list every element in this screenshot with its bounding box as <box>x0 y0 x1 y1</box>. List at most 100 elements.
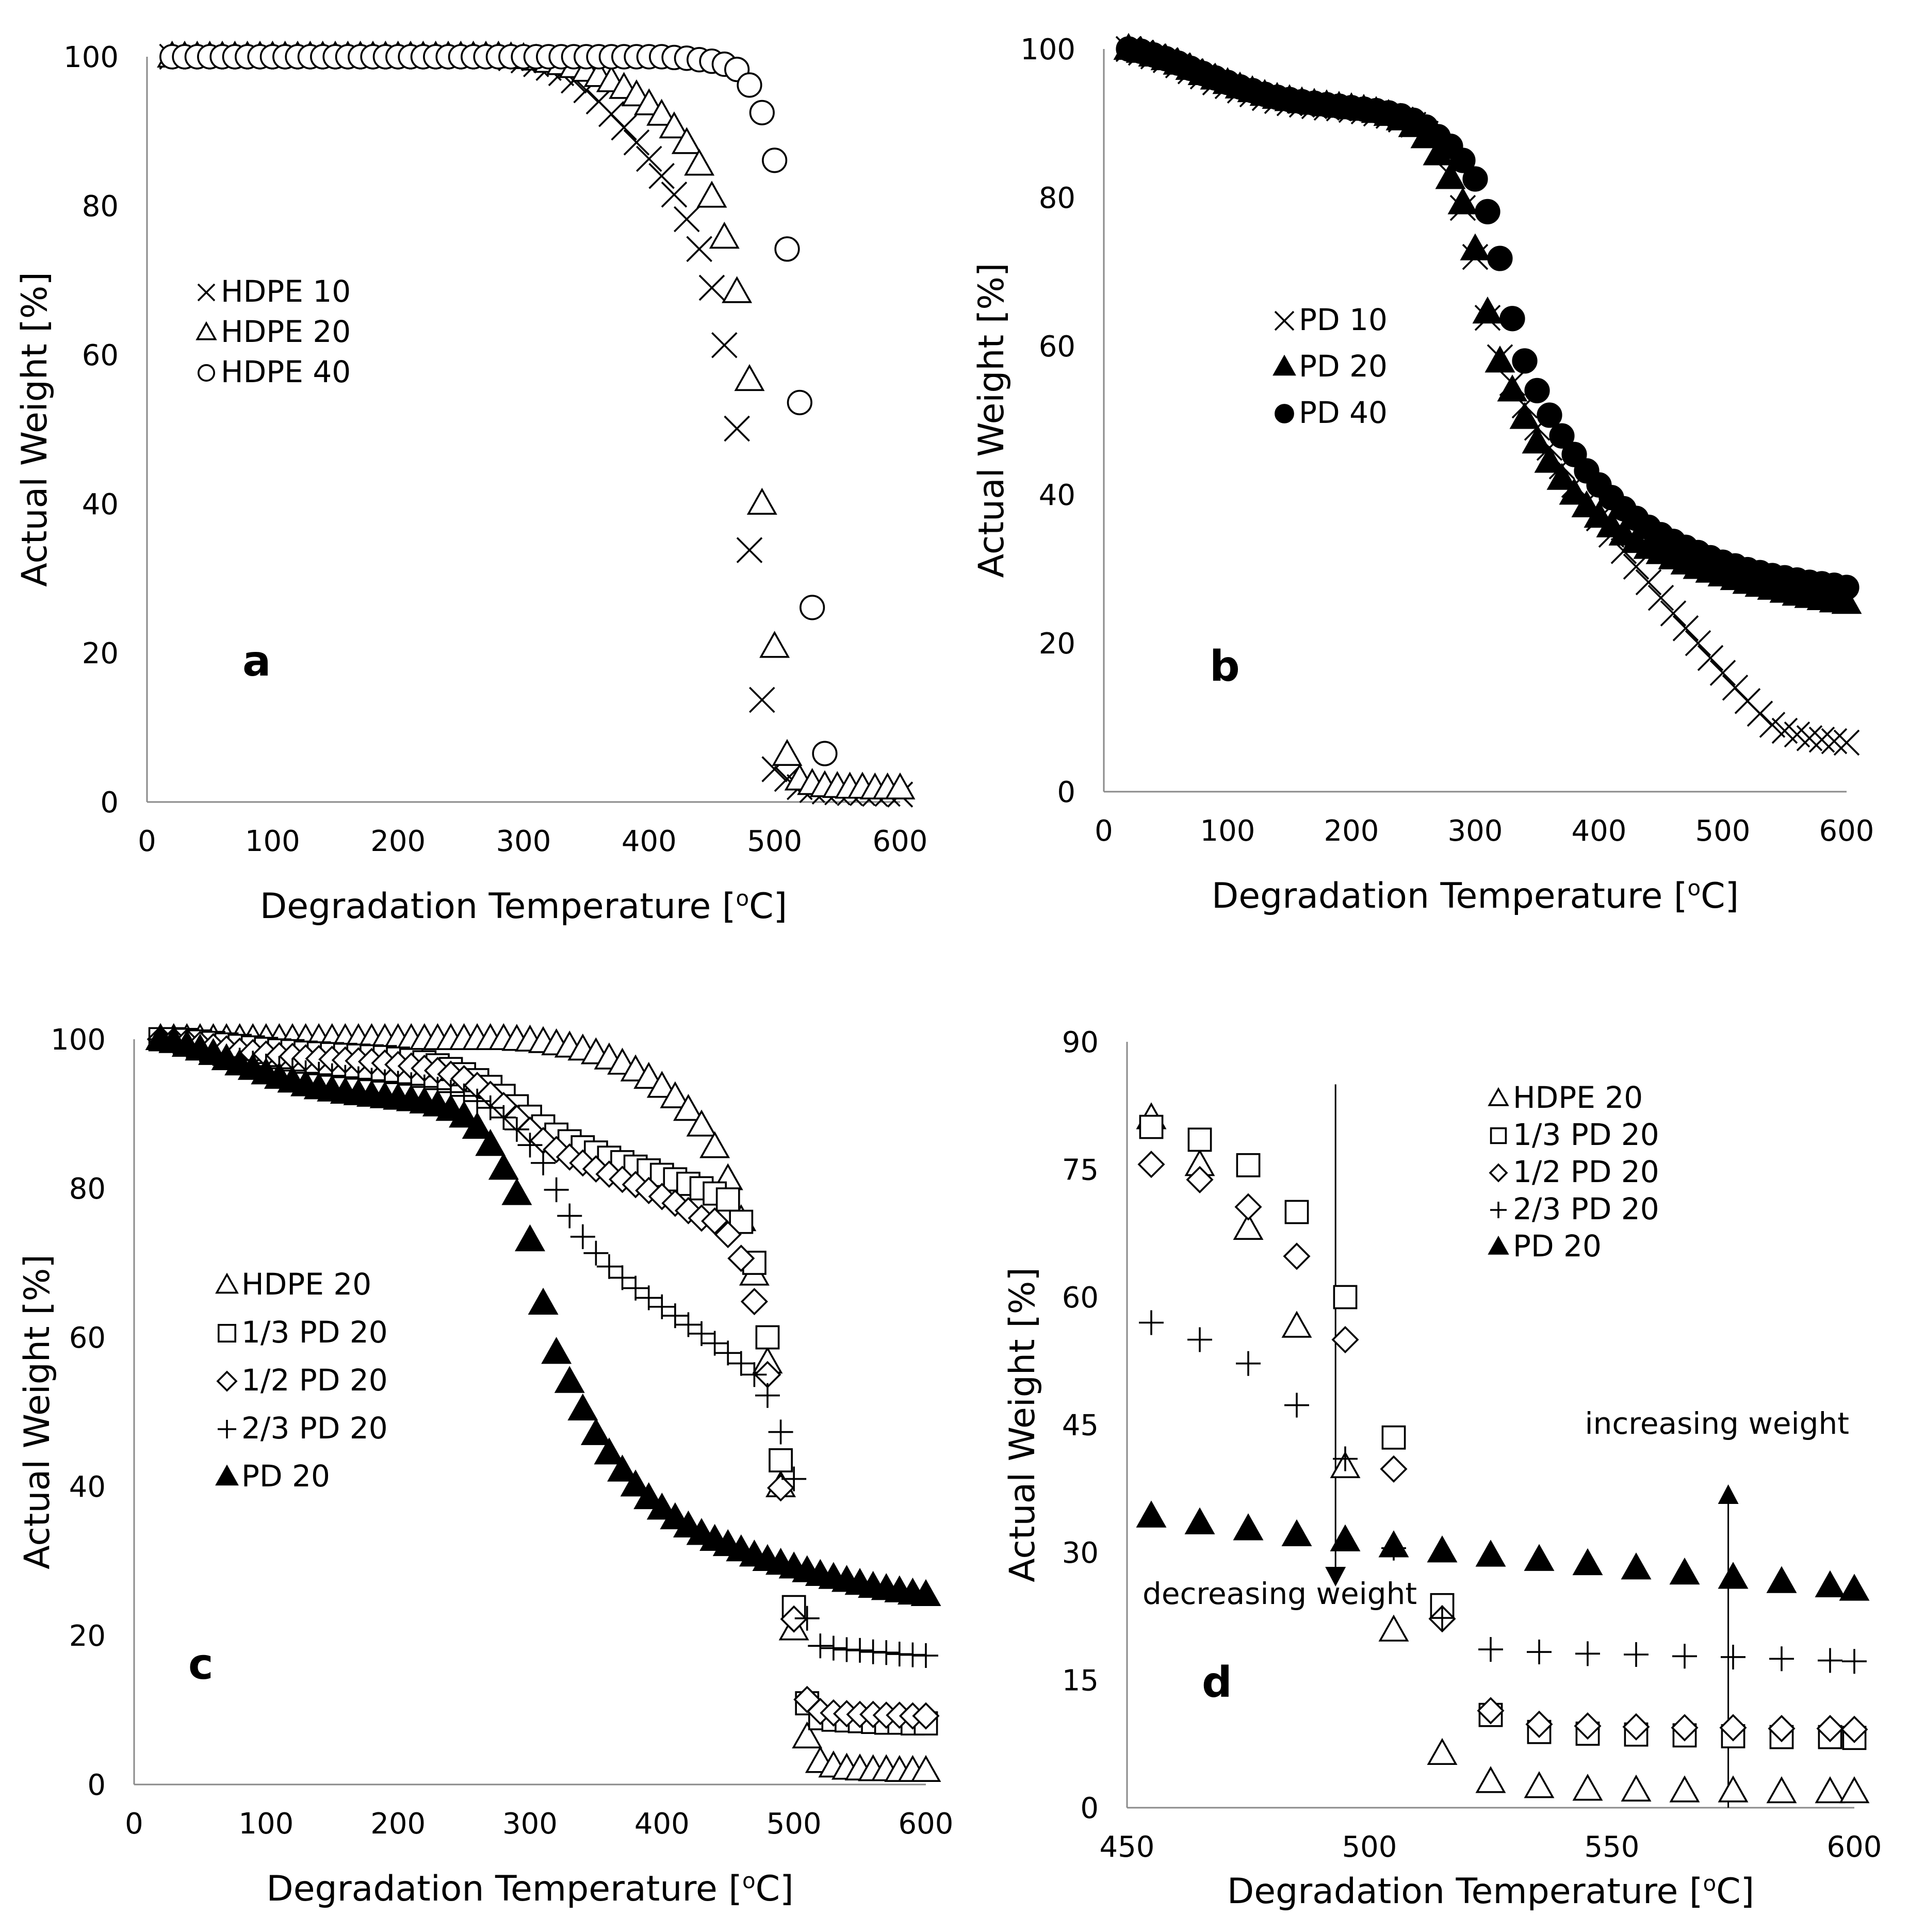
x-tick-label: 300 <box>496 825 551 858</box>
data-point <box>1484 345 1515 373</box>
data-point <box>475 1128 506 1156</box>
data-point <box>597 1254 622 1279</box>
annotation-arrow-head <box>1718 1484 1739 1504</box>
data-point <box>1522 426 1553 454</box>
data-point <box>800 595 825 620</box>
data-point <box>1333 1446 1358 1471</box>
legend-label: PD 20 <box>241 1459 330 1494</box>
data-point <box>1575 1641 1600 1666</box>
x-tick-label: 200 <box>370 1807 426 1841</box>
data-point <box>774 236 800 262</box>
data-point <box>1671 1714 1699 1742</box>
x-tick-label: 550 <box>1585 1830 1640 1864</box>
data-point <box>1766 1566 1797 1593</box>
data-point <box>1816 1715 1844 1743</box>
legend-marker <box>195 321 217 340</box>
data-point <box>1524 1544 1555 1571</box>
data-point <box>711 332 738 358</box>
data-point <box>1184 1507 1215 1534</box>
data-point <box>1669 1775 1700 1803</box>
data-point <box>1512 348 1538 374</box>
data-point <box>646 1071 677 1098</box>
x-axis-label: Degradation Temperature [oC] <box>266 1868 793 1909</box>
data-point <box>1574 1712 1602 1740</box>
data-point <box>1769 1646 1794 1672</box>
series-hdpe-40 <box>159 44 838 766</box>
data-point <box>780 1605 808 1633</box>
data-point <box>1721 1644 1745 1669</box>
data-point <box>1525 1710 1553 1738</box>
data-point <box>736 537 763 563</box>
data-point <box>1450 148 1476 173</box>
data-point <box>1808 726 1835 753</box>
data-point <box>1818 1648 1842 1673</box>
legend-marker <box>216 1370 238 1392</box>
data-point <box>709 221 740 249</box>
data-point <box>1647 584 1674 611</box>
x-tick-label: 200 <box>1324 814 1379 848</box>
series-hdpe-20 <box>1136 1102 1870 1804</box>
data-point <box>759 631 790 658</box>
y-tick-label: 0 <box>100 786 119 820</box>
data-point <box>488 1153 519 1180</box>
data-point <box>734 364 765 391</box>
y-tick-label: 15 <box>1062 1664 1099 1698</box>
data-point <box>623 1275 648 1301</box>
x-tick-label: 300 <box>1448 814 1503 848</box>
data-point <box>1333 1285 1358 1309</box>
data-point <box>462 1111 493 1139</box>
data-point <box>501 1178 532 1205</box>
y-tick-label: 80 <box>82 190 119 223</box>
series-hdpe-20 <box>145 1023 941 1782</box>
y-axis-label: Actual Weight [%] <box>14 272 55 587</box>
data-point <box>728 1351 754 1376</box>
y-tick-label: 100 <box>51 1023 106 1057</box>
data-point <box>676 1312 701 1337</box>
data-point <box>1660 600 1687 627</box>
data-point <box>1719 1714 1747 1742</box>
data-point <box>1430 1606 1455 1631</box>
panel-label: c <box>188 1640 214 1689</box>
data-point <box>684 149 715 176</box>
data-point <box>528 1287 559 1315</box>
y-tick-label: 0 <box>87 1769 106 1802</box>
x-tick-label: 100 <box>245 825 300 858</box>
data-point <box>701 1207 729 1235</box>
data-point <box>1187 1327 1212 1352</box>
panel-label: a <box>242 637 271 686</box>
data-point <box>1718 1775 1749 1803</box>
legend-label: 1/2 PD 20 <box>1513 1154 1659 1189</box>
legend-marker <box>197 364 215 382</box>
data-point <box>1136 1500 1167 1528</box>
panel-label: b <box>1210 642 1240 691</box>
annotation-arrow-head <box>1325 1567 1346 1586</box>
legend-label: 2/3 PD 20 <box>1513 1191 1659 1226</box>
data-point <box>1821 728 1848 755</box>
data-point <box>594 1437 625 1465</box>
x-tick-label: 600 <box>1819 814 1874 848</box>
data-point <box>722 276 753 303</box>
y-tick-label: 60 <box>1039 330 1075 364</box>
series-hdpe-10 <box>159 43 913 808</box>
legend-label: HDPE 20 <box>241 1267 371 1302</box>
data-point <box>821 1635 846 1661</box>
data-point <box>1460 233 1491 260</box>
legend-marker <box>1490 1202 1507 1218</box>
data-point <box>1685 630 1711 657</box>
data-point <box>755 1383 780 1408</box>
data-point <box>742 1362 767 1387</box>
annotation-text: increasing weight <box>1585 1406 1849 1441</box>
data-point <box>715 1340 741 1366</box>
legend-label: HDPE 40 <box>221 354 351 389</box>
x-tick-label: 500 <box>1695 814 1751 848</box>
data-point <box>636 145 662 172</box>
data-point <box>567 1393 598 1421</box>
data-point <box>1139 1310 1164 1335</box>
data-point <box>504 1117 529 1142</box>
data-point <box>1572 1774 1603 1801</box>
data-point <box>792 1721 823 1748</box>
data-point <box>1669 1557 1700 1585</box>
series-1-2-pd-20 <box>1137 1151 1868 1743</box>
data-point <box>1233 1213 1264 1240</box>
data-point <box>755 1325 780 1350</box>
